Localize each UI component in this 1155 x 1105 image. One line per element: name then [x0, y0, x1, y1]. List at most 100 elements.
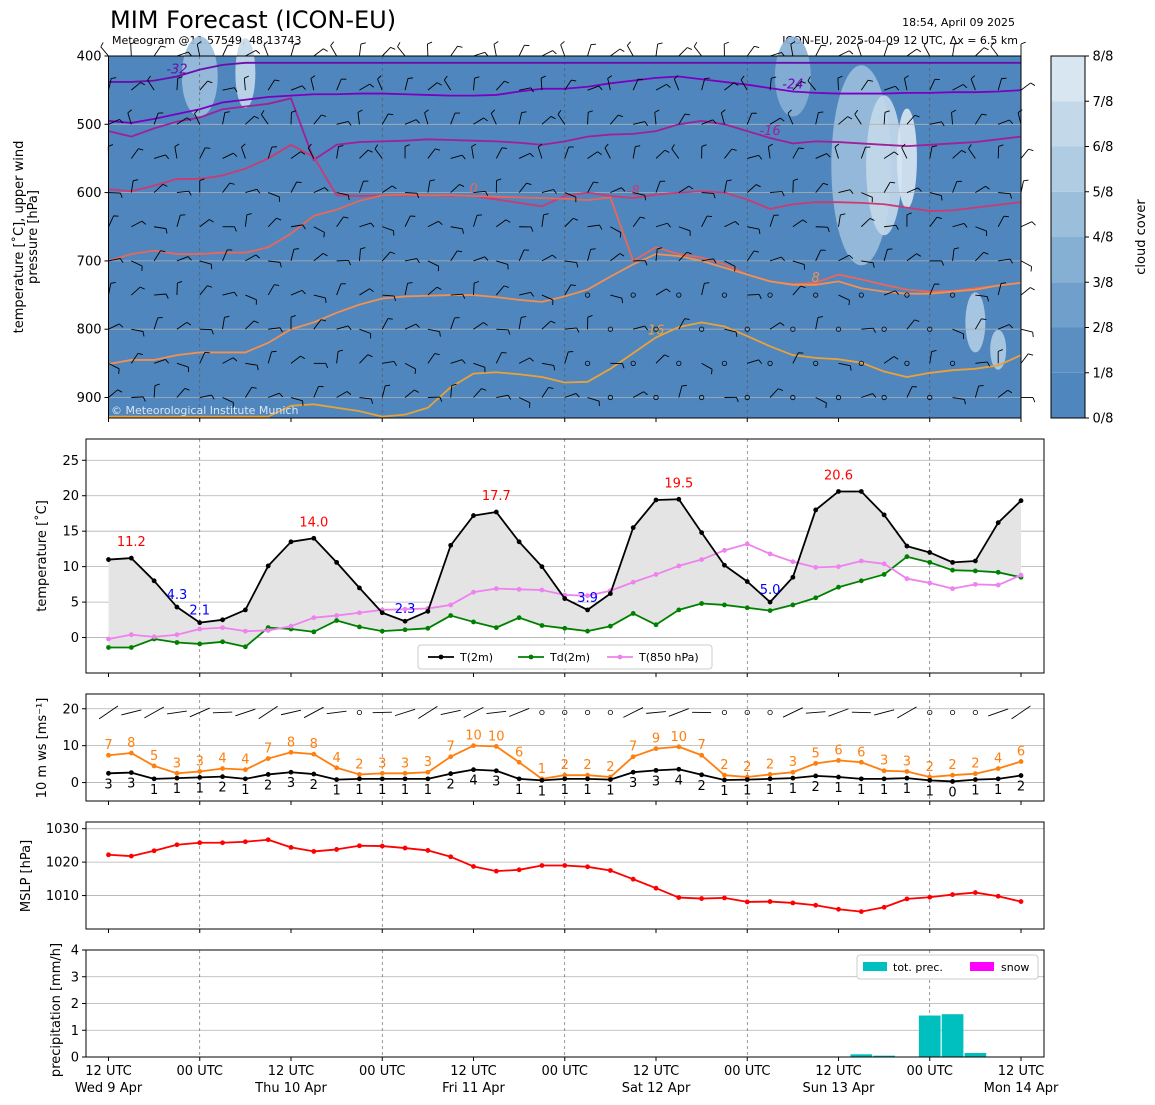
wind-barb	[245, 49, 257, 57]
calm-marker	[881, 394, 887, 401]
calm-marker	[721, 292, 728, 298]
wind-barb	[176, 321, 188, 330]
wind-barb	[427, 328, 440, 333]
calm-marker	[539, 709, 545, 716]
wind-barb-feather	[724, 41, 730, 45]
wind-barb	[330, 45, 338, 57]
wind-barb-feather	[713, 193, 716, 199]
surface-wind-barb	[509, 707, 530, 717]
mslp-point	[425, 848, 431, 853]
wind-barb-feather	[348, 260, 352, 266]
wind-barb-feather	[840, 213, 846, 216]
wind-barb-feather	[207, 285, 213, 288]
wind-barb-feather	[407, 77, 413, 79]
wind-barb-feather	[573, 217, 578, 221]
wind-barb-feather	[818, 111, 824, 114]
surface-wind-barb	[988, 708, 1009, 717]
wind-barb	[336, 78, 342, 91]
wind-speed-label: 10	[488, 729, 505, 744]
wind-barb-feather	[734, 266, 736, 272]
wind-barb	[792, 260, 805, 266]
wind-barb	[701, 362, 713, 370]
wind-barb-feather	[963, 399, 966, 405]
run-info: ICON-EU, 2025-04-09 12 UTC, Δx = 6.5 km	[782, 34, 1018, 47]
wind-barb-feather	[895, 225, 899, 230]
pressure-tick-label: 400	[77, 50, 102, 65]
t2m-point	[813, 507, 819, 513]
wind-barb-feather	[941, 260, 944, 266]
wind-speed-point	[106, 752, 111, 758]
t850-point	[813, 564, 819, 570]
wind-barb-feather	[1032, 397, 1036, 403]
wind-barb-feather	[644, 121, 649, 126]
wind-barb-feather	[302, 224, 306, 230]
wind-speed-point	[151, 763, 157, 769]
wind-gust-label: 1	[880, 783, 888, 798]
wind-barb	[424, 112, 429, 125]
wind-barb	[518, 249, 525, 262]
wind-barb-feather	[834, 143, 840, 148]
x-day-label: Mon 14 Apr	[984, 1081, 1059, 1096]
wind-barb	[404, 362, 416, 370]
wind-barb	[952, 397, 965, 400]
precip-bar	[941, 1014, 964, 1057]
td2m-point	[676, 607, 682, 613]
wind-barb	[358, 44, 362, 57]
wind-barb-feather	[914, 114, 920, 118]
mslp-point	[242, 839, 248, 845]
t850-point	[311, 615, 317, 621]
wind-barb	[199, 352, 206, 364]
wind-barb-feather	[644, 195, 647, 201]
wind-barb	[359, 354, 369, 364]
wind-speed-point	[699, 752, 705, 758]
wind-barb-feather	[385, 384, 391, 387]
wind-barb	[313, 294, 326, 299]
wind-barb-feather	[530, 87, 534, 93]
wind-barb-feather	[436, 82, 442, 86]
pressure-tick-label: 800	[77, 323, 102, 338]
isotherm-line	[108, 321, 1022, 418]
wind-barb	[541, 214, 545, 227]
precip-legend: tot. prec. snow	[856, 954, 1039, 980]
mslp-point	[676, 895, 682, 900]
t850-point	[676, 563, 682, 569]
wind-barb-feather	[246, 213, 252, 216]
page-title: MIM Forecast (ICON-EU)	[110, 6, 397, 34]
wind-barb	[108, 257, 121, 262]
wind-barb	[560, 44, 566, 57]
surface-wind-barb	[486, 710, 507, 714]
wind-barb-feather	[274, 79, 280, 82]
wind-barb-feather	[1007, 389, 1013, 394]
wind-barb-feather	[388, 113, 394, 116]
wind-barb	[701, 215, 708, 227]
wind-barb-feather	[360, 247, 366, 250]
wind-barb	[998, 119, 1010, 125]
wind-speed-point	[357, 772, 362, 777]
wind-barb	[564, 146, 570, 159]
wind-barb	[723, 180, 728, 193]
wind-barb	[199, 147, 206, 159]
wind-barb	[541, 116, 552, 125]
wind-gust-point	[402, 776, 408, 782]
wind-barb	[587, 151, 598, 159]
wind-barb	[336, 283, 342, 296]
wind-barb-feather	[894, 290, 900, 295]
wind-barb-feather	[570, 284, 576, 287]
wind-barb-feather	[693, 42, 698, 47]
wind-speed-label: 2	[926, 760, 934, 775]
wind-barb	[382, 226, 394, 232]
temp-tick-label: 0	[71, 631, 79, 646]
wind-barb-feather	[483, 322, 488, 326]
wind-barb-feather	[607, 75, 613, 79]
wind-barb	[267, 79, 275, 91]
wind-barb	[693, 46, 702, 57]
calm-marker	[904, 292, 910, 298]
wind-barb	[952, 150, 962, 159]
wind-barb-feather	[142, 396, 146, 402]
wind-barb-feather	[390, 46, 396, 50]
t2m-point	[607, 591, 613, 596]
wind-barb	[860, 79, 869, 91]
wind-speed-point	[288, 749, 294, 755]
wind-barb	[519, 87, 531, 91]
t2m-point	[744, 579, 750, 584]
